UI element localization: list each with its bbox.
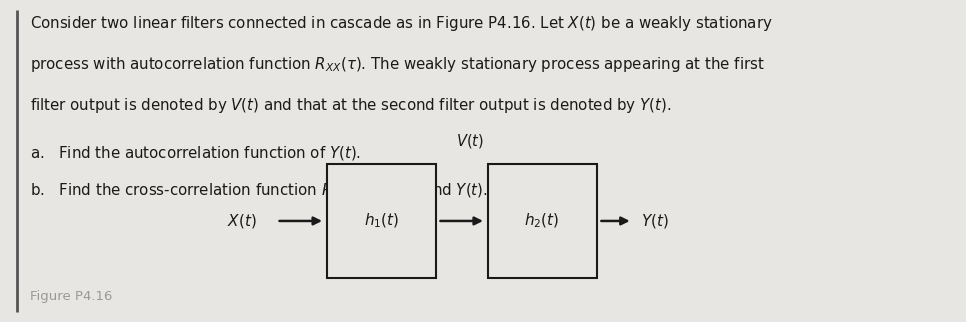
Text: $V(t)$: $V(t)$: [457, 132, 484, 150]
Text: Consider two linear filters connected in cascade as in Figure P4.16. Let $X(t)$ : Consider two linear filters connected in…: [31, 14, 773, 33]
Text: filter output is denoted by $V(t)$ and that at the second filter output is denot: filter output is denoted by $V(t)$ and t…: [31, 96, 672, 115]
Text: a.   Find the autocorrelation function of $Y(t)$.: a. Find the autocorrelation function of …: [31, 144, 361, 162]
Text: process with autocorrelation function $R_{XX}(\tau)$. The weakly stationary proc: process with autocorrelation function $R…: [31, 55, 765, 74]
Text: b.   Find the cross-correlation function $R_{VY}(\tau)$ of $V(t)$ and $Y(t)$.: b. Find the cross-correlation function $…: [31, 182, 488, 200]
Bar: [327, 164, 436, 278]
Text: Figure P4.16: Figure P4.16: [31, 290, 113, 303]
Text: $h_2(t)$: $h_2(t)$: [525, 212, 560, 230]
Text: $X(t)$: $X(t)$: [227, 212, 256, 230]
Bar: [488, 164, 597, 278]
Text: $h_1(t)$: $h_1(t)$: [363, 212, 399, 230]
Text: $Y(t)$: $Y(t)$: [641, 212, 668, 230]
